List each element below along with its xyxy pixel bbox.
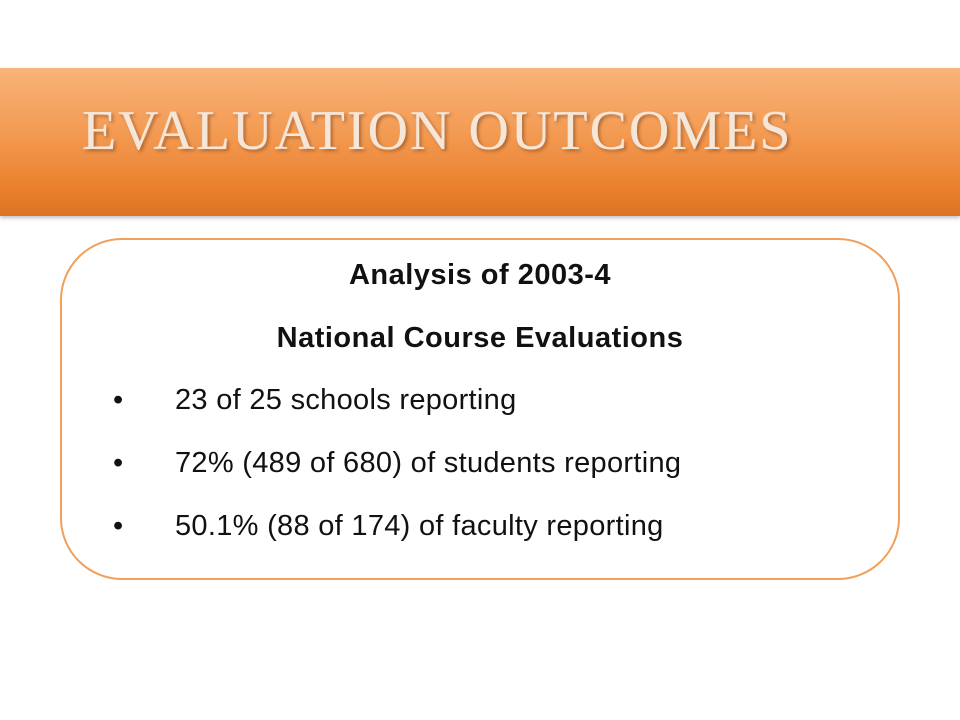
bullet-item: • 72% (489 of 680) of students reporting xyxy=(0,449,960,489)
bullet-text: 50.1% (88 of 174) of faculty reporting xyxy=(175,510,664,542)
bullet-item: • 50.1% (88 of 174) of faculty reporting xyxy=(0,512,960,552)
slide-title: EVALUATION OUTCOMES xyxy=(82,100,793,162)
title-banner xyxy=(0,68,960,216)
content-box xyxy=(60,238,900,580)
bullet-marker: • xyxy=(113,384,124,416)
content-heading-line-2: National Course Evaluations xyxy=(276,322,684,354)
bullet-item: • 23 of 25 schools reporting xyxy=(0,386,960,426)
bullet-marker: • xyxy=(113,510,124,542)
content-heading-line-1: Analysis of 2003-4 xyxy=(348,259,612,291)
bullet-text: 72% (489 of 680) of students reporting xyxy=(175,447,682,479)
bullet-marker: • xyxy=(113,447,124,479)
bullet-text: 23 of 25 schools reporting xyxy=(175,384,517,416)
